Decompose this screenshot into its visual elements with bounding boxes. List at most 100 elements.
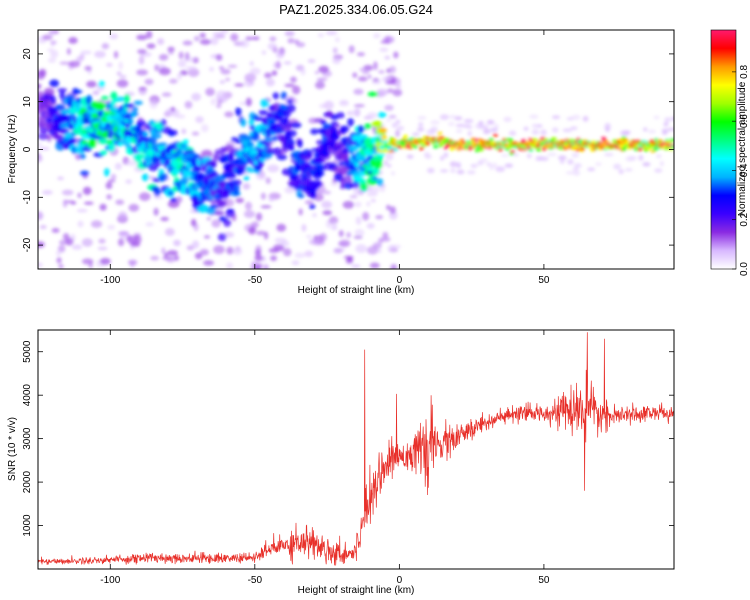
snr-x-tick-label: -100 [100,575,120,586]
spectrogram-cell [359,183,368,191]
spectrogram-cell [136,69,148,76]
spectrogram-cell [631,139,637,144]
spectrogram-cell [136,119,146,127]
spectrogram-cell [348,45,355,54]
spectrogram-cell [654,168,663,173]
spectrogram-cell [128,203,140,212]
spectrogram-cell [373,61,378,71]
spectrogram-cell [77,220,84,228]
spectrogram-cell [557,155,567,161]
spectrogram-cell [618,138,624,142]
spectrogram-cell [621,147,627,151]
spectrogram-cell [94,50,106,59]
spectrogram-cell [73,127,80,135]
spectrogram-cell [656,154,662,159]
spectrogram-cell [571,114,581,121]
spectrogram-cell [245,97,252,107]
spectrogram-cell [124,103,134,108]
spectrogram-cell [75,154,81,161]
spectrogram-cell [624,168,633,172]
spectrogram-cell [181,128,187,135]
spectrogram-cell [309,192,317,199]
spectrogram-cell [352,72,358,78]
spectrogram-cell [547,152,557,157]
spectrogram-cell [612,139,618,143]
spectrogram-cell [663,122,669,127]
spectrogram-cell [455,123,466,128]
spectrogram-cell [99,257,111,265]
spectrogram-cell [232,247,243,256]
spectrogram-cell [425,142,431,146]
spectrogram-cell [199,248,209,256]
spectrogram-cell [177,72,182,80]
spectrogram-cell [479,158,488,163]
spectrogram-cell [242,183,251,190]
spectrogram-cell [270,255,278,262]
colorbar-tick-label: 0.6 [739,114,750,128]
spectrogram-cell [325,30,338,36]
spectrogram-cell [290,76,297,83]
spectrogram-cell [395,119,401,125]
spectrogram-cell [521,139,527,143]
snr-x-tick-label: 0 [397,575,403,586]
spectrogram-cell [271,70,278,76]
spectrogram-cell [393,131,402,136]
spectrogram-cell [412,145,418,149]
spectrogram-cell [153,188,161,197]
spectrogram-cell [619,144,625,149]
spectrogram-cell [71,244,83,250]
spectrogram-cell [528,138,534,142]
spectrogram-cell [249,125,256,131]
spectrogram-cell [211,219,221,228]
spectrogram-cell [226,208,235,213]
spectrogram-cell [253,116,265,122]
spectrogram-cell [287,37,295,44]
spectrogram-cell [72,89,83,94]
spectrogram-cell [383,160,388,166]
spectrogram-cell [449,114,457,120]
colorbar: 0.0 0.2 0.4 0.6 0.8 Normalized spectral ampl… [710,29,750,276]
spectrogram-cell [321,200,333,209]
spectrogram-cell [291,85,301,95]
spectrogram-cell [347,256,353,261]
spectrogram-cell [443,146,449,150]
spectrogram-cell [334,123,341,128]
spectrogram-cell [379,127,387,133]
spectrogram-cell [50,95,57,104]
spectrogram-x-tick-label: 50 [538,275,550,286]
spectrogram-cell [406,154,414,159]
spectrogram-cell [265,78,275,87]
spectrogram-cell [355,216,362,225]
spectrogram-cell [307,151,313,158]
spectrogram-cell [342,200,355,209]
spectrogram-cell [235,107,242,117]
spectrogram-y-tick-label: -20 [22,237,33,252]
spectrogram-cell [167,51,174,55]
spectrogram-cell [430,126,438,133]
spectrogram-cell [380,185,386,193]
spectrogram-cell [160,118,167,127]
snr-y-tick-label: 2000 [22,471,33,494]
spectrogram-cell [543,138,549,142]
spectrogram-cell [51,227,60,233]
spectrogram-cell [347,110,358,116]
spectrogram-cell [110,91,118,100]
spectrogram-cell [248,226,256,235]
spectrogram-cell [232,183,240,193]
colorbar-label: Normalized spectral amplitude [737,81,748,216]
spectrogram-cell [287,129,297,137]
spectrogram-cell [215,54,223,61]
spectrogram-cell [362,211,370,221]
spectrogram-cell [263,136,274,143]
spectrogram-cell [559,159,565,165]
spectrogram-cell [665,140,671,144]
spectrogram-cell [392,88,403,97]
spectrogram-cell [131,241,141,247]
spectrogram-cell [128,259,138,266]
spectrogram-cell [570,126,578,130]
spectrogram-cell [118,231,130,239]
spectrogram-cell [100,95,109,101]
spectrogram-cell [167,250,178,256]
spectrogram-cell [243,210,256,218]
snr-y-tick-label: 3000 [22,427,33,450]
